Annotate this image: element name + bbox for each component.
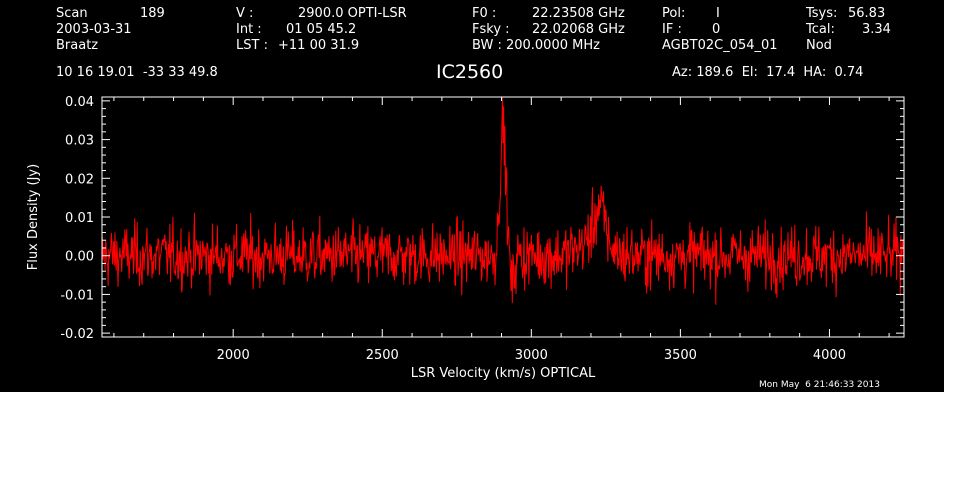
y-tick-label: -0.01 <box>60 288 94 303</box>
f0-label: F0 : <box>472 6 497 21</box>
fsky-label: Fsky : <box>472 22 510 37</box>
tcal-label: Tcal: <box>806 22 835 37</box>
project-id: AGBT02C_054_01 <box>662 38 778 53</box>
procedure-name: Nod <box>806 38 832 53</box>
velocity-label: V : <box>236 6 254 21</box>
bandwidth: BW : 200.0000 MHz <box>472 38 600 53</box>
pol-value: I <box>716 6 720 21</box>
y-tick-label: 0.00 <box>65 250 94 265</box>
plot-panel: Scan 189 V : 2900.0 OPTI-LSR F0 : 22.235… <box>0 0 944 392</box>
spectrum-line <box>101 97 905 305</box>
int-label: Int : <box>236 22 262 37</box>
x-tick-label: 2500 <box>366 348 399 363</box>
source-name: IC2560 <box>436 61 504 83</box>
y-tick-label: 0.02 <box>65 172 94 187</box>
spectrum-chart: 2000 2500 3000 3500 4000 -0.02 -0.01 0.00 0.01 0.… <box>26 95 905 381</box>
x-tick-label: 3500 <box>664 348 697 363</box>
timestamp: Mon May 6 21:46:33 2013 <box>759 380 880 390</box>
tsys-value: 56.83 <box>848 6 886 21</box>
tsys-label: Tsys: <box>806 6 838 21</box>
y-axis-label: Flux Density (Jy) <box>26 164 41 270</box>
if-value: 0 <box>712 22 721 37</box>
lst-label: LST : <box>236 38 268 53</box>
source-coordinates: 10 16 19.01 -33 33 49.8 <box>56 65 218 80</box>
lst-value: +11 00 31.9 <box>278 38 360 53</box>
y-tick-label: 0.01 <box>65 211 94 226</box>
scan-label: Scan <box>56 6 88 21</box>
x-axis-label: LSR Velocity (km/s) OPTICAL <box>411 366 596 381</box>
f0-value: 22.23508 GHz <box>532 6 625 21</box>
int-value: 01 05 45.2 <box>286 22 357 37</box>
tcal-value: 3.34 <box>862 22 891 37</box>
x-tick-label: 4000 <box>813 348 846 363</box>
y-tick-label: 0.03 <box>65 134 94 149</box>
az-el-ha: Az: 189.6 El: 17.4 HA: 0.74 <box>672 65 864 80</box>
scan-value: 189 <box>140 6 165 21</box>
x-tick-label: 3000 <box>515 348 548 363</box>
observer-name: Braatz <box>56 38 99 53</box>
y-tick-label: -0.02 <box>60 327 94 342</box>
velocity-value: 2900.0 OPTI-LSR <box>298 6 407 21</box>
if-label: IF : <box>662 22 682 37</box>
pol-label: Pol: <box>662 6 686 21</box>
x-tick-label: 2000 <box>217 348 250 363</box>
fsky-value: 22.02068 GHz <box>532 22 625 37</box>
y-tick-label: 0.04 <box>65 95 94 110</box>
observation-date: 2003-03-31 <box>56 22 132 37</box>
